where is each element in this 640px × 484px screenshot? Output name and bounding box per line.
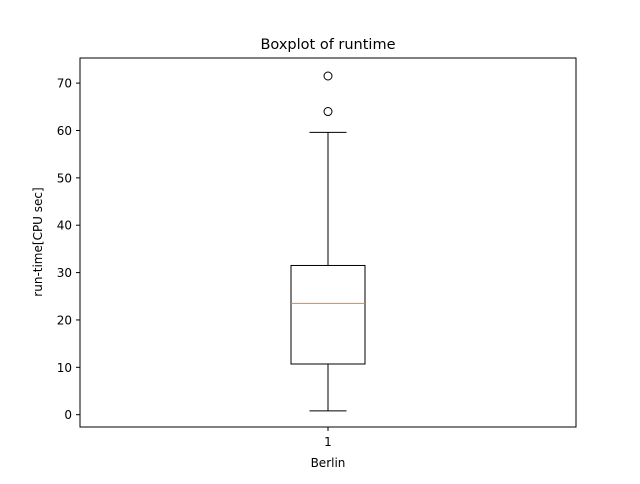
box-series <box>290 71 366 412</box>
chart-title: Boxplot of runtime <box>260 37 395 53</box>
y-axis-label: run-time[CPU sec] <box>31 187 45 296</box>
x-axis-ticks: 1 <box>324 427 332 449</box>
y-axis-ticks: 0 10 20 30 40 50 60 70 <box>57 77 80 422</box>
y-tick-label: 0 <box>64 408 72 422</box>
x-axis-label: Berlin <box>311 456 346 470</box>
x-tick-label: 1 <box>324 435 332 449</box>
plot-frame <box>79 57 577 428</box>
outlier-point <box>323 71 333 81</box>
y-tick-label: 30 <box>57 266 72 280</box>
y-tick-label: 40 <box>57 219 72 233</box>
y-tick-label: 60 <box>57 124 72 138</box>
y-tick-label: 20 <box>57 313 72 327</box>
y-tick-label: 50 <box>57 171 72 185</box>
y-tick-label: 10 <box>57 361 72 375</box>
box-body <box>290 264 366 365</box>
outlier-point <box>323 107 333 117</box>
y-tick-label: 70 <box>57 77 72 91</box>
